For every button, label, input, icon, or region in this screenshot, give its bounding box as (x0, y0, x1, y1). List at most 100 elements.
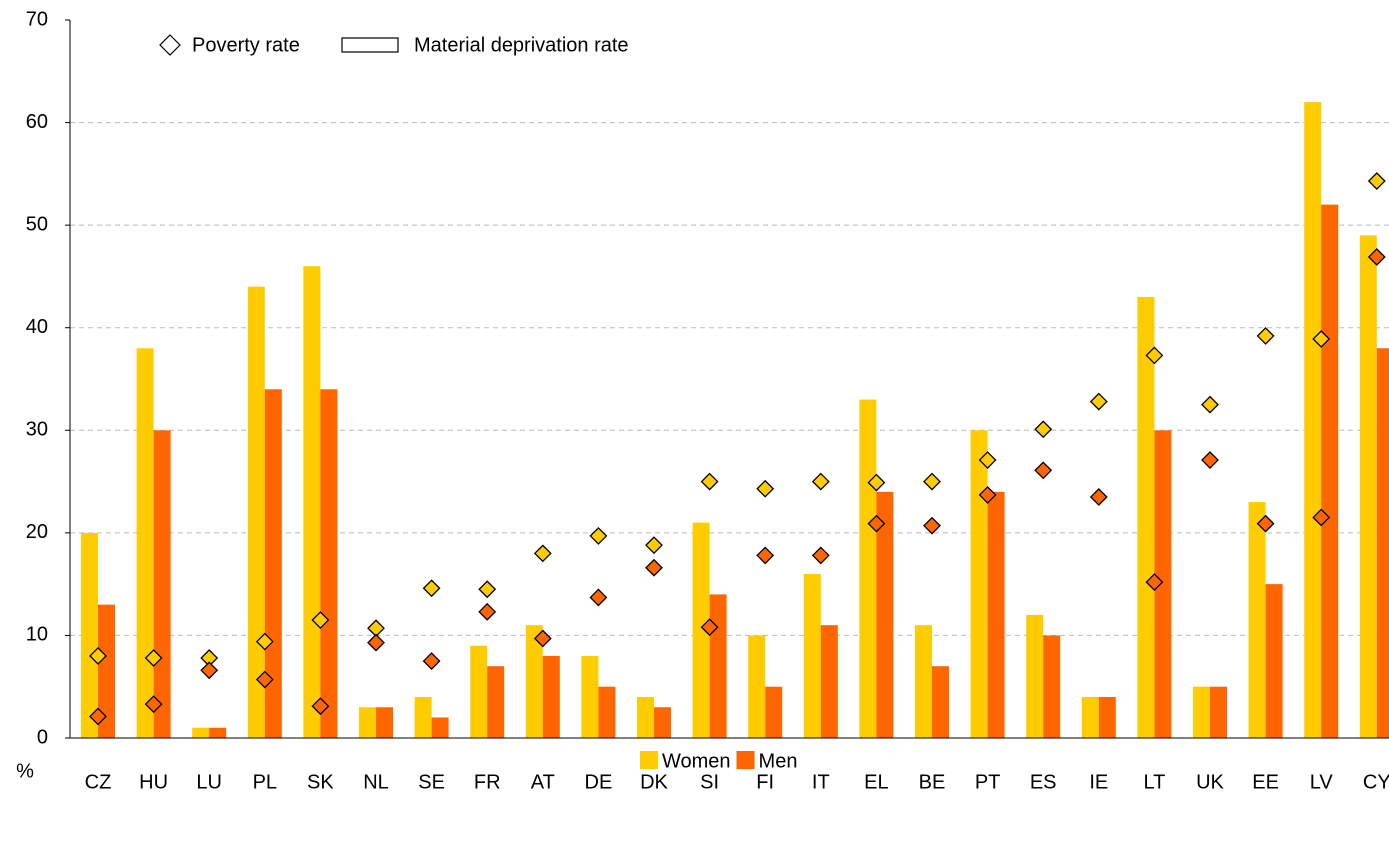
poverty-marker (589, 527, 608, 545)
bar (153, 430, 171, 738)
y-tick-label: 40 (26, 316, 48, 338)
poverty-marker (978, 485, 997, 504)
x-tick-label: CY (1363, 771, 1389, 793)
bar (1376, 348, 1389, 738)
poverty-marker (645, 558, 663, 577)
poverty-marker (255, 632, 274, 651)
bar (1359, 235, 1377, 738)
x-tick-label: EE (1252, 771, 1279, 793)
bar (1026, 614, 1044, 738)
x-tick-label: CZ (85, 771, 112, 793)
poverty-marker (1145, 573, 1164, 592)
y-axis-label: % (16, 760, 34, 782)
legend-label: Women (662, 750, 731, 772)
x-tick-label: LV (1310, 771, 1334, 793)
x-tick-label: HU (139, 771, 168, 793)
bar (637, 696, 654, 738)
bar (359, 707, 376, 738)
y-tick-label: 50 (26, 213, 48, 235)
legend-label: Poverty rate (192, 34, 300, 56)
bar (654, 707, 671, 738)
bar (709, 594, 727, 738)
poverty-marker (1256, 514, 1275, 533)
poverty-marker (923, 472, 941, 491)
poverty-marker (756, 546, 775, 565)
y-tick-label: 30 (26, 419, 48, 441)
x-tick-label: FI (756, 771, 774, 793)
legend-swatch (640, 751, 658, 769)
bar (525, 625, 543, 738)
poverty-marker (478, 580, 497, 599)
x-tick-label: FR (474, 771, 501, 793)
poverty-marker (1034, 461, 1053, 480)
y-tick-label: 20 (26, 521, 48, 543)
poverty-marker (811, 546, 830, 565)
poverty-marker (89, 707, 107, 726)
x-tick-label: SK (307, 771, 334, 793)
y-tick-label: 70 (26, 8, 48, 30)
bar (303, 266, 321, 738)
bar (376, 707, 393, 738)
bar (1321, 204, 1339, 739)
poverty-marker (311, 611, 330, 629)
bar (192, 727, 210, 738)
bar (1304, 102, 1322, 739)
x-tick-label: DE (585, 771, 613, 793)
bar (209, 727, 227, 738)
x-tick-label: BE (919, 771, 946, 793)
poverty-marker (1367, 248, 1386, 266)
poverty-marker (89, 647, 107, 665)
bar (542, 655, 560, 738)
poverty-marker (700, 618, 719, 637)
bar (915, 625, 932, 738)
poverty-marker (978, 451, 997, 469)
poverty-marker (367, 633, 385, 652)
bar (970, 430, 988, 738)
x-tick-label: SI (700, 771, 719, 793)
bar (1137, 296, 1155, 738)
bar (876, 491, 894, 738)
poverty-marker (144, 695, 163, 714)
x-tick-label: AT (531, 771, 555, 793)
poverty-marker (200, 661, 219, 680)
x-tick-label: NL (363, 771, 389, 793)
bar (98, 604, 115, 738)
poverty-marker (867, 514, 886, 533)
legend-swatch (736, 751, 755, 769)
legend-diamond (159, 34, 181, 56)
poverty-marker (1367, 172, 1386, 190)
bar (470, 645, 488, 738)
bar (803, 573, 821, 738)
poverty-marker (923, 516, 941, 535)
poverty-marker (144, 649, 163, 667)
bar (1193, 686, 1210, 738)
bar (1043, 635, 1061, 738)
bar (247, 286, 265, 738)
bar (598, 686, 616, 738)
y-tick-label: 10 (26, 624, 48, 646)
poverty-marker (533, 544, 552, 563)
poverty-marker (1256, 327, 1275, 345)
bar (987, 491, 1005, 738)
poverty-marker (1089, 488, 1108, 506)
x-tick-label: LU (196, 771, 222, 793)
bar (487, 666, 505, 738)
poverty-marker (1201, 395, 1219, 414)
y-tick-label: 0 (37, 726, 48, 748)
poverty-marker (1034, 420, 1053, 439)
poverty-marker (1312, 508, 1331, 527)
bar (692, 522, 710, 738)
bar (581, 655, 599, 738)
poverty-marker (255, 670, 274, 689)
poverty-marker (311, 697, 330, 716)
bar (820, 625, 838, 738)
x-tick-label: PL (253, 771, 277, 793)
bar (431, 717, 449, 738)
x-tick-label: EL (864, 771, 888, 793)
bar (748, 635, 766, 738)
bar (1210, 686, 1227, 738)
poverty-marker (422, 579, 441, 598)
poverty-marker (756, 479, 775, 498)
poverty-marker (1201, 451, 1219, 469)
